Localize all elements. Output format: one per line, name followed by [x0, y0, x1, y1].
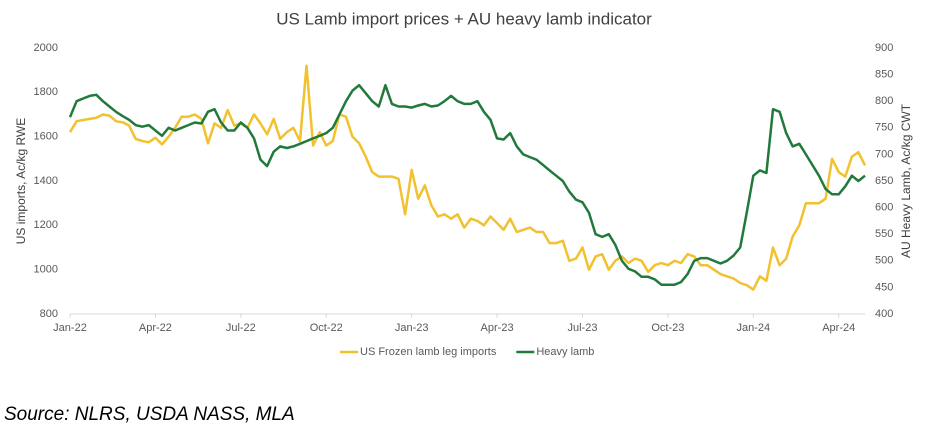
legend-label: Heavy lamb: [536, 346, 594, 358]
y2-axis-label: AU Heavy Lamb, Ac/kg CWT: [899, 103, 913, 258]
x-tick-label: Oct-23: [651, 322, 684, 334]
y-tick-label: 1000: [34, 264, 58, 276]
x-tick-label: Apr-22: [139, 322, 172, 334]
x-tick-label: Jan-23: [395, 322, 429, 334]
y-tick-label: 1200: [34, 219, 58, 231]
x-tick-label: Jul-23: [567, 322, 597, 334]
y2-tick-label: 700: [875, 148, 893, 160]
y2-tick-label: 900: [875, 42, 893, 54]
x-tick-label: Apr-24: [822, 322, 855, 334]
y2-tick-label: 800: [875, 95, 893, 107]
legend-label: US Frozen lamb leg imports: [360, 346, 497, 358]
y2-tick-label: 600: [875, 202, 893, 214]
chart-title: US Lamb import prices + AU heavy lamb in…: [276, 9, 652, 28]
x-tick-label: Jul-22: [226, 322, 256, 334]
y2-tick-label: 550: [875, 228, 893, 240]
source: Source: NLRS, USDA NASS, MLA: [4, 404, 295, 425]
x-tick-label: Jan-22: [53, 322, 87, 334]
y-tick-label: 1400: [34, 175, 58, 187]
x-tick-label: Apr-23: [481, 322, 514, 334]
series-line: [68, 83, 866, 286]
x-tick-label: Jan-24: [736, 322, 770, 334]
y-axis-label: US imports, Ac/kg RWE: [14, 118, 28, 244]
y-tick-label: 2000: [34, 42, 58, 54]
y-tick-label: 1600: [34, 131, 58, 143]
y2-tick-label: 750: [875, 122, 893, 134]
x-tick-label: Oct-22: [310, 322, 343, 334]
y2-tick-label: 400: [875, 308, 893, 320]
series-line: [68, 64, 867, 291]
y2-tick-label: 850: [875, 69, 893, 81]
y2-tick-label: 650: [875, 175, 893, 187]
y2-tick-label: 500: [875, 255, 893, 267]
y2-tick-label: 450: [875, 281, 893, 293]
y-tick-label: 1800: [34, 86, 58, 98]
y-tick-label: 800: [40, 308, 58, 320]
